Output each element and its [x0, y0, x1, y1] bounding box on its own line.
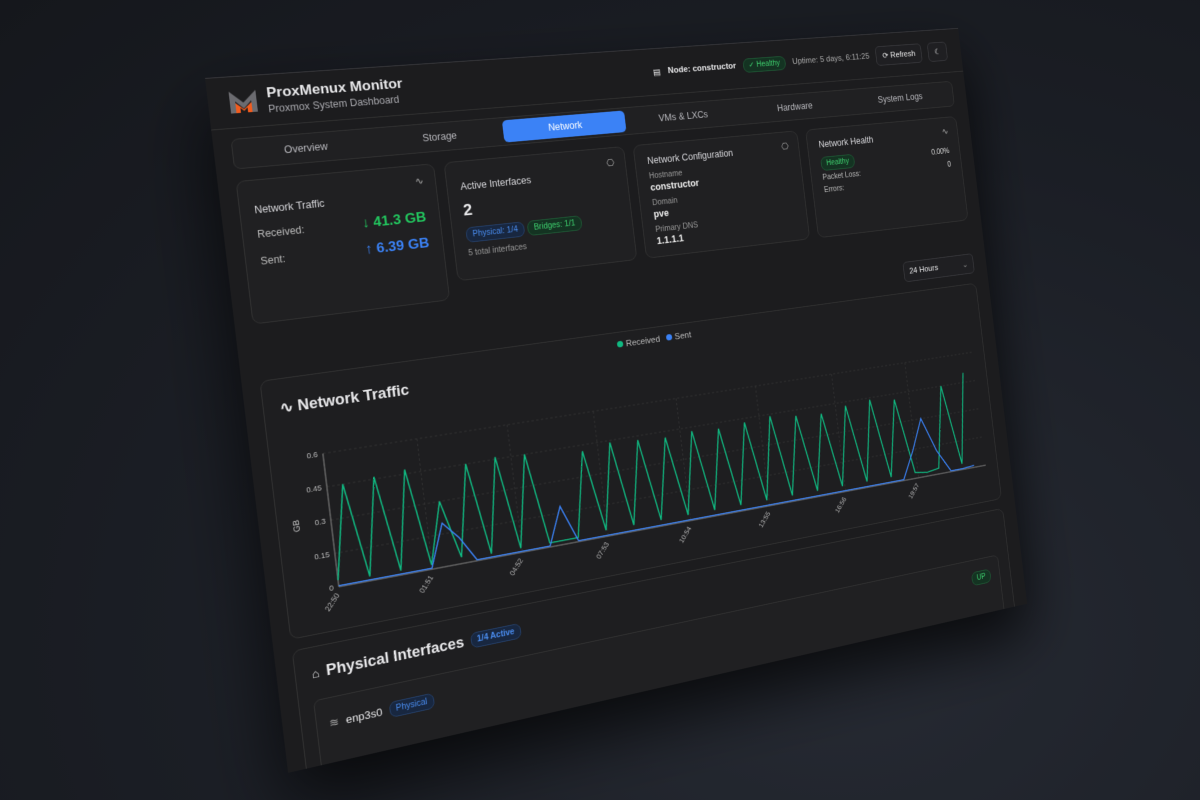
moon-icon: ☾	[933, 47, 942, 57]
x-tick-label: 01:51	[418, 574, 436, 595]
grid-line	[331, 409, 979, 520]
x-tick-label: 16:56	[834, 496, 848, 515]
tab-overview[interactable]: Overview	[283, 140, 329, 156]
sent-value: ↑ 6.39 GB	[364, 234, 431, 258]
grid-line	[417, 439, 433, 569]
received-label: Received:	[256, 223, 306, 241]
packet-loss-value: 0.00%	[930, 147, 950, 157]
y-tick-label: 0.6	[306, 450, 318, 460]
node-label: Node: constructor	[667, 61, 737, 76]
y-tick-label: 0.45	[306, 484, 323, 495]
activity-icon: ∿	[414, 174, 425, 188]
bridges-badge: Bridges: 1/1	[526, 215, 583, 236]
network-health-card: Network Health ∿ Healthy 0.00% Packet Los…	[805, 116, 969, 239]
tab-vms-lxcs[interactable]: VMs & LXCs	[658, 108, 709, 124]
tab-system-logs[interactable]: System Logs	[877, 91, 924, 105]
x-tick-label: 10:54	[678, 525, 693, 544]
x-tick-label: 13:55	[757, 510, 772, 529]
active-count-badge: 1/4 Active	[469, 622, 522, 649]
grid-line	[507, 425, 522, 552]
refresh-label: Refresh	[889, 49, 916, 60]
activity-icon: ∿	[941, 126, 949, 137]
y-axis-label: GB	[291, 519, 302, 533]
tab-hardware[interactable]: Hardware	[776, 100, 814, 114]
grid-line	[327, 380, 976, 486]
traffic-chart: 0 0.15 0.3 0.45 0.6 22:50 01:51 04:52 07:53 10:54…	[291, 284, 1001, 613]
chevron-down-icon: ⌄	[961, 259, 969, 270]
health-text: Healthy	[756, 58, 781, 69]
sent-label: Sent:	[259, 252, 287, 268]
proxmenux-logo	[228, 89, 258, 114]
received-value: ↓ 41.3 GB	[361, 208, 427, 232]
tab-network[interactable]: Network	[502, 110, 627, 143]
network-icon: ⎔	[780, 140, 790, 152]
grid-line	[593, 411, 608, 536]
interface-status-badge: UP	[971, 568, 992, 587]
network-icon: ⎔	[605, 157, 615, 169]
y-tick-label: 0	[329, 584, 335, 593]
x-tick-label: 19:57	[907, 482, 921, 500]
dashboard-window: ProxMenux Monitor Proxmox System Dashboar…	[205, 28, 1028, 773]
x-tick-label: 07:53	[595, 541, 611, 561]
y-tick-label: 0.15	[314, 550, 331, 561]
active-interfaces-card: Active Interfaces ⎔ 2 Physical: 1/4 Brid…	[443, 146, 638, 282]
tab-storage[interactable]: Storage	[421, 129, 458, 144]
x-tick-label: 22:50	[323, 591, 341, 612]
network-config-card: Network Configuration ⎔ Hostname construc…	[632, 130, 811, 259]
refresh-button[interactable]: ⟳ Refresh	[874, 42, 923, 66]
grid-line	[323, 352, 972, 453]
errors-value: 0	[947, 160, 952, 169]
y-tick-label: 0.3	[314, 517, 326, 527]
health-badge: Healthy	[820, 153, 856, 172]
interface-type-badge: Physical	[388, 692, 435, 719]
x-tick-label: 04:52	[508, 557, 525, 577]
packet-loss-label: Packet Loss:	[822, 170, 862, 182]
router-icon: ⌂	[310, 665, 320, 681]
time-range-select[interactable]: 24 Hours ⌄	[902, 253, 975, 283]
wifi-icon: ≋	[328, 714, 340, 730]
theme-toggle-button[interactable]: ☾	[926, 41, 948, 62]
health-badge: ✓ Healthy	[742, 55, 787, 73]
time-range-value: 24 Hours	[908, 263, 939, 276]
traffic-chart-card: ∿ Network Traffic Received Sent 0 0.15 0.3 0…	[259, 282, 1002, 640]
network-traffic-card: Network Traffic ∿ Received: ↓ 41.3 GB Sen…	[235, 163, 451, 325]
server-icon: ▤	[652, 67, 662, 77]
interface-name: enp3s0	[345, 705, 384, 727]
physical-badge: Physical: 1/4	[465, 221, 526, 243]
uptime: Uptime: 5 days, 6:11:25	[791, 52, 870, 67]
header: ProxMenux Monitor Proxmox System Dashboar…	[205, 28, 964, 131]
